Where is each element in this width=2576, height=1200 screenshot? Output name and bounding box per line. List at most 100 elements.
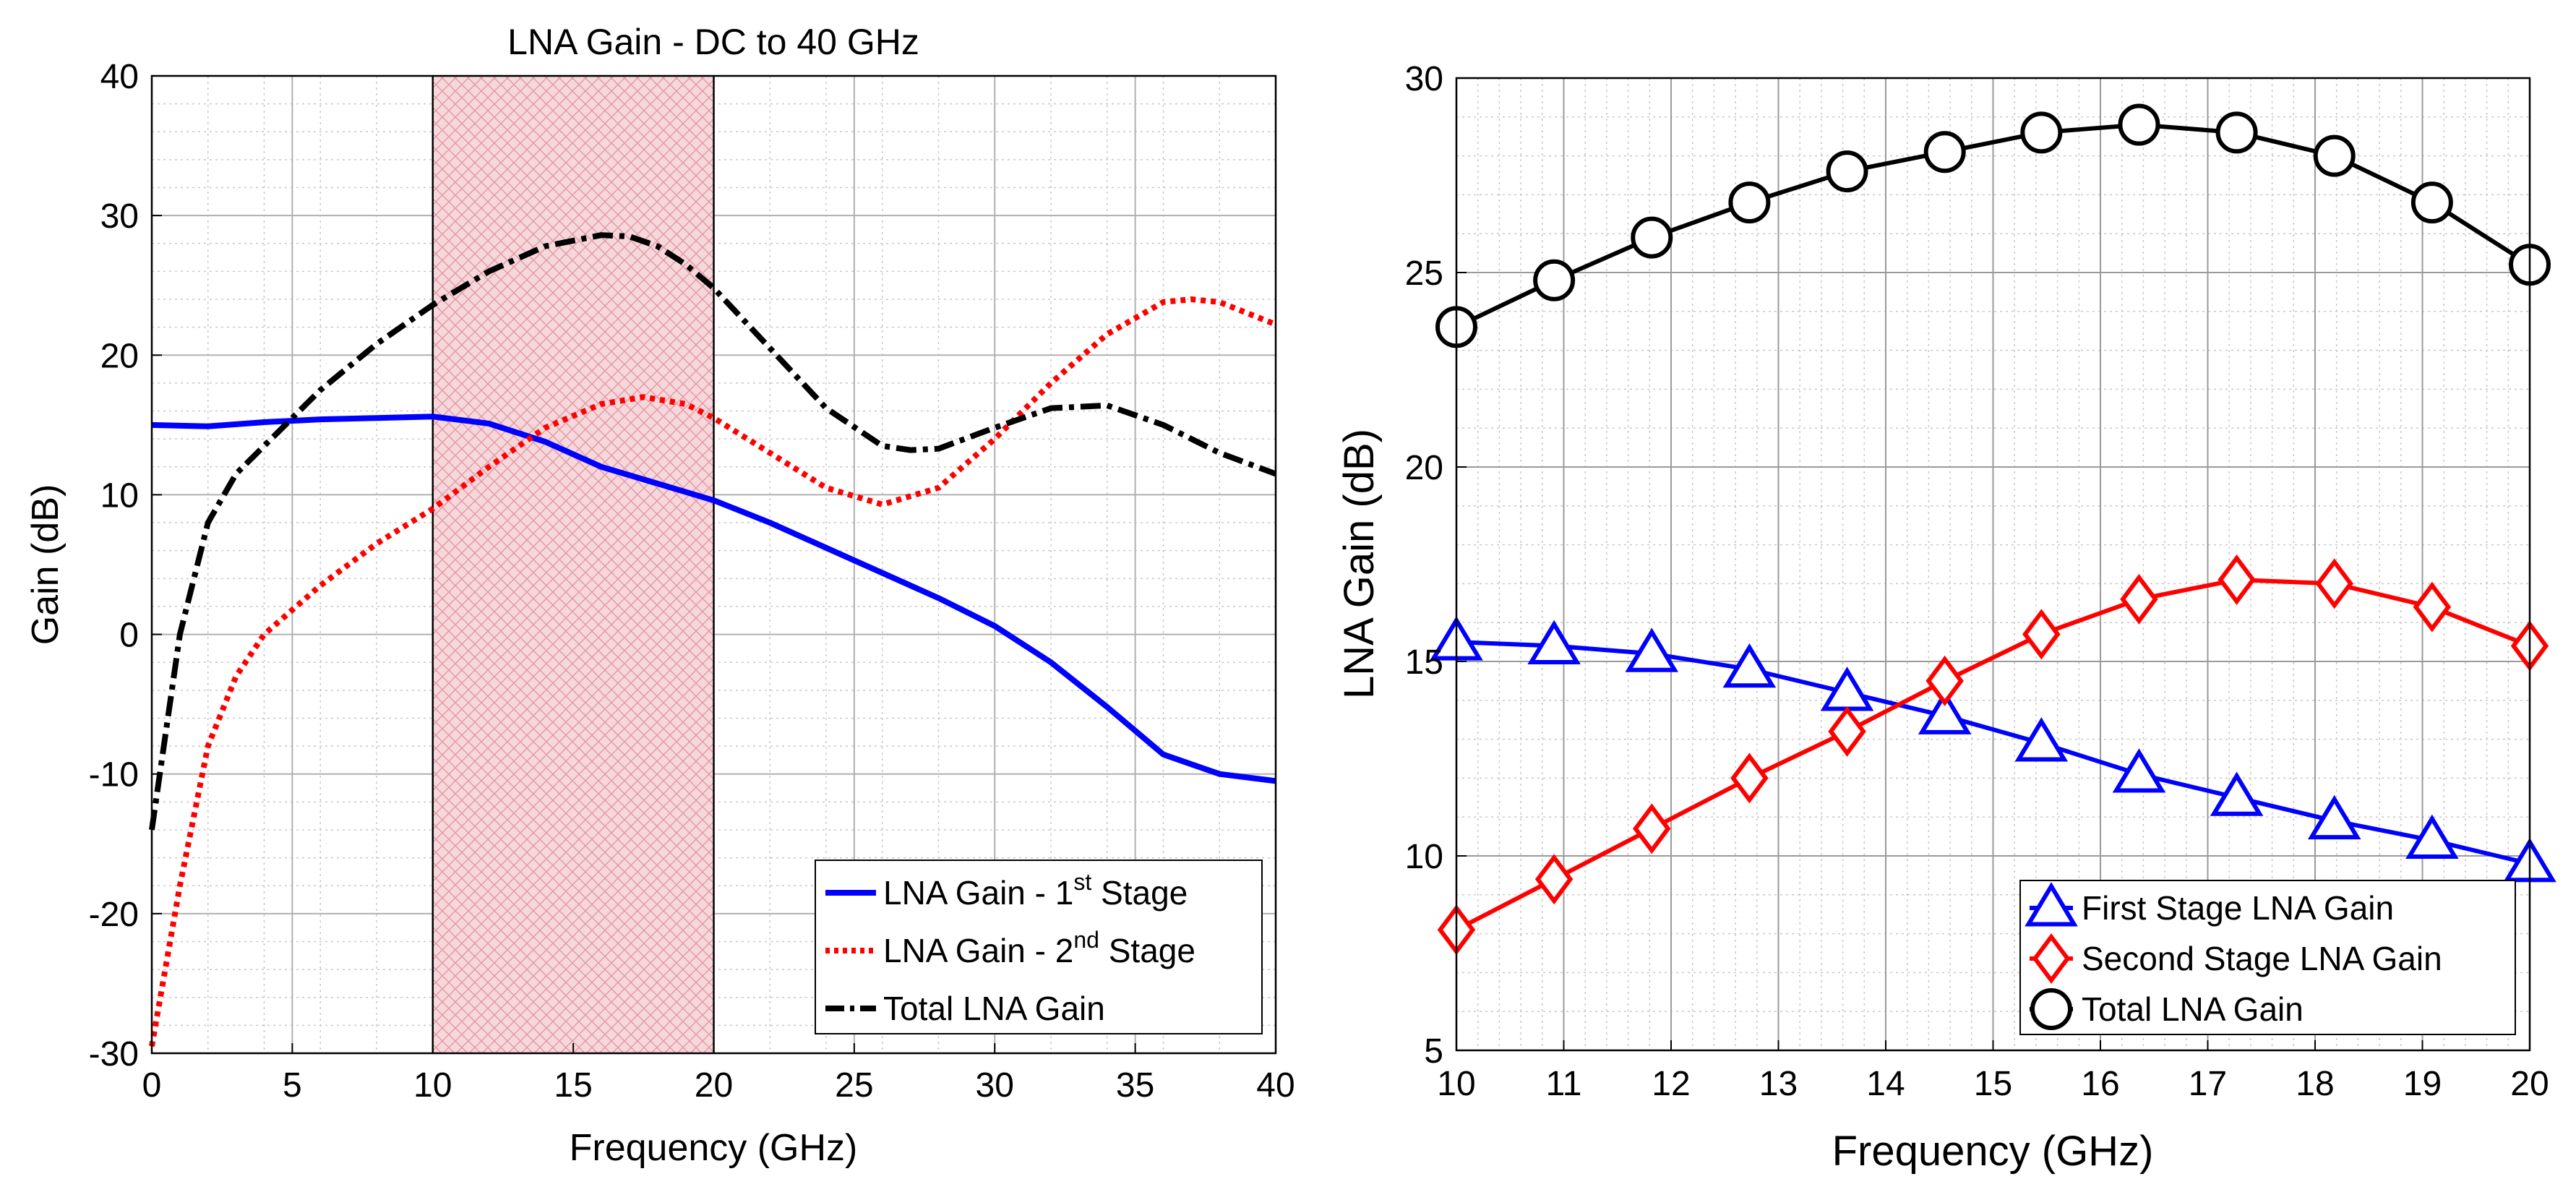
data-point-total-lna-gain xyxy=(1533,259,1576,301)
y-tick-label: 0 xyxy=(119,617,139,655)
right-grid xyxy=(1456,77,2530,1051)
y-tick-label: 40 xyxy=(100,58,139,96)
y-tick-label: -10 xyxy=(89,756,139,794)
data-point-total-lna-gain xyxy=(1728,181,1771,224)
x-tick-label: 12 xyxy=(1652,1065,1690,1103)
data-point-first-stage-lna-gain xyxy=(1722,643,1777,688)
data-point-total-lna-gain xyxy=(2118,103,2160,146)
data-point-total-lna-gain xyxy=(2020,111,2063,154)
shaded-frequency-band xyxy=(432,76,714,1053)
series-line-second-stage-lna-gain xyxy=(1455,578,2531,932)
right-y-axis-label: LNA Gain (dB) xyxy=(1336,429,1383,699)
y-tick-label: 30 xyxy=(100,197,139,236)
x-tick-label: 11 xyxy=(1546,1065,1582,1103)
x-tick-label: 20 xyxy=(2510,1065,2549,1103)
legend-1st-tail: Stage xyxy=(1091,874,1188,912)
legend-marker-second-stage-lna-gain xyxy=(2032,933,2071,984)
x-tick-label: 25 xyxy=(835,1066,873,1105)
left-legend-box xyxy=(815,860,1263,1034)
data-point-first-stage-lna-gain xyxy=(2112,748,2166,793)
x-tick-label: 10 xyxy=(1437,1065,1475,1103)
data-point-first-stage-lna-gain xyxy=(1625,627,1679,672)
data-point-first-stage-lna-gain xyxy=(1918,690,1972,734)
right-x-axis-label: Frequency (GHz) xyxy=(1832,1128,2154,1175)
x-tick-label: 15 xyxy=(1974,1065,2012,1103)
data-point-first-stage-lna-gain xyxy=(2405,814,2459,859)
y-tick-label: 10 xyxy=(100,476,139,515)
legend-label-second-stage: Second Stage LNA Gain xyxy=(2082,940,2442,977)
data-point-total-lna-gain xyxy=(2410,181,2453,224)
x-tick-label: 35 xyxy=(1116,1066,1154,1105)
y-tick-label: 25 xyxy=(1405,254,1443,293)
y-tick-label: 30 xyxy=(1405,60,1443,98)
y-tick-label: 15 xyxy=(1405,643,1443,682)
x-tick-label: 30 xyxy=(976,1066,1014,1105)
x-tick-label: 10 xyxy=(413,1066,452,1105)
left-chart-title: LNA Gain - DC to 40 GHz xyxy=(507,22,919,62)
data-point-second-stage-lna-gain xyxy=(2120,573,2158,625)
data-point-total-lna-gain xyxy=(2313,134,2356,177)
legend-2nd-sup: nd xyxy=(1073,927,1099,953)
x-tick-label: 18 xyxy=(2296,1065,2334,1103)
data-point-second-stage-lna-gain xyxy=(1633,803,1671,854)
data-point-total-lna-gain xyxy=(1923,131,1966,173)
y-tick-label: 10 xyxy=(1405,838,1443,876)
legend-label-total: Total LNA Gain xyxy=(883,990,1105,1027)
data-point-total-lna-gain xyxy=(1631,216,1673,259)
data-point-first-stage-lna-gain xyxy=(2210,771,2264,816)
data-point-first-stage-lna-gain xyxy=(2307,794,2361,840)
x-tick-label: 14 xyxy=(1866,1065,1905,1103)
data-point-first-stage-lna-gain xyxy=(2014,717,2069,762)
left-y-axis-label: Gain (dB) xyxy=(25,484,66,646)
data-point-second-stage-lna-gain xyxy=(1534,854,1573,905)
legend-marker-first-stage-lna-gain xyxy=(2025,882,2078,927)
y-tick-label: -30 xyxy=(89,1035,139,1073)
data-point-second-stage-lna-gain xyxy=(1925,655,1964,706)
band-edges xyxy=(432,76,715,1053)
left-chart: 0 5 10 15 20 25 30 35 40 -30 -20 -10 0 10 20 30 40 LNA G… xyxy=(25,22,1295,1169)
right-legend-box xyxy=(2019,880,2516,1035)
data-point-second-stage-lna-gain xyxy=(1828,706,1866,757)
x-tick-label: 15 xyxy=(554,1066,592,1105)
legend-1st-main: LNA Gain - 1 xyxy=(883,874,1073,912)
data-point-first-stage-lna-gain xyxy=(1527,620,1581,664)
right-legend-markers xyxy=(2025,882,2078,1030)
legend-2nd-tail: Stage xyxy=(1099,932,1195,969)
left-legend: LNA Gain - 1st Stage LNA Gain - 2nd Stag… xyxy=(815,860,1263,1034)
data-point-second-stage-lna-gain xyxy=(2022,609,2061,660)
y-tick-label: 20 xyxy=(1405,449,1443,487)
data-point-second-stage-lna-gain xyxy=(2217,554,2256,606)
left-ticks: 0 5 10 15 20 25 30 35 40 -30 -20 -10 0 10 20 30 40 xyxy=(89,58,1295,1105)
right-legend: First Stage LNA Gain Second Stage LNA Ga… xyxy=(2019,880,2516,1035)
data-point-second-stage-lna-gain xyxy=(2413,581,2452,633)
x-tick-label: 5 xyxy=(283,1066,302,1105)
x-tick-label: 13 xyxy=(1759,1065,1798,1103)
left-series xyxy=(149,232,1277,1047)
legend-label-first-stage: First Stage LNA Gain xyxy=(2082,889,2394,927)
y-tick-label: -20 xyxy=(89,896,139,934)
x-tick-label: 40 xyxy=(1256,1066,1295,1105)
series-line-lna-gain-1st-stage xyxy=(151,413,1276,784)
legend-label-2nd-stage: LNA Gain - 2nd Stage xyxy=(883,927,1195,969)
legend-1st-sup: st xyxy=(1073,869,1091,895)
x-tick-label: 16 xyxy=(2081,1065,2119,1103)
data-point-second-stage-lna-gain xyxy=(1730,753,1769,804)
left-x-axis-label: Frequency (GHz) xyxy=(570,1127,858,1169)
x-tick-label: 20 xyxy=(695,1066,733,1105)
data-point-total-lna-gain xyxy=(2215,111,2258,154)
data-point-total-lna-gain xyxy=(1826,150,1868,193)
y-tick-label: 20 xyxy=(100,337,139,375)
y-tick-label: 5 xyxy=(1424,1032,1443,1071)
legend-label-1st-stage: LNA Gain - 1st Stage xyxy=(883,869,1188,912)
data-point-second-stage-lna-gain xyxy=(2315,558,2353,609)
x-tick-label: 0 xyxy=(142,1066,162,1105)
series-line-total-lna-gain xyxy=(149,232,1277,831)
legend-2nd-main: LNA Gain - 2 xyxy=(883,932,1073,969)
legend-label-total-lna: Total LNA Gain xyxy=(2082,990,2304,1028)
x-tick-label: 17 xyxy=(2189,1065,2227,1103)
legend-marker-total-lna-gain xyxy=(2030,988,2072,1030)
x-tick-label: 19 xyxy=(2403,1065,2442,1103)
